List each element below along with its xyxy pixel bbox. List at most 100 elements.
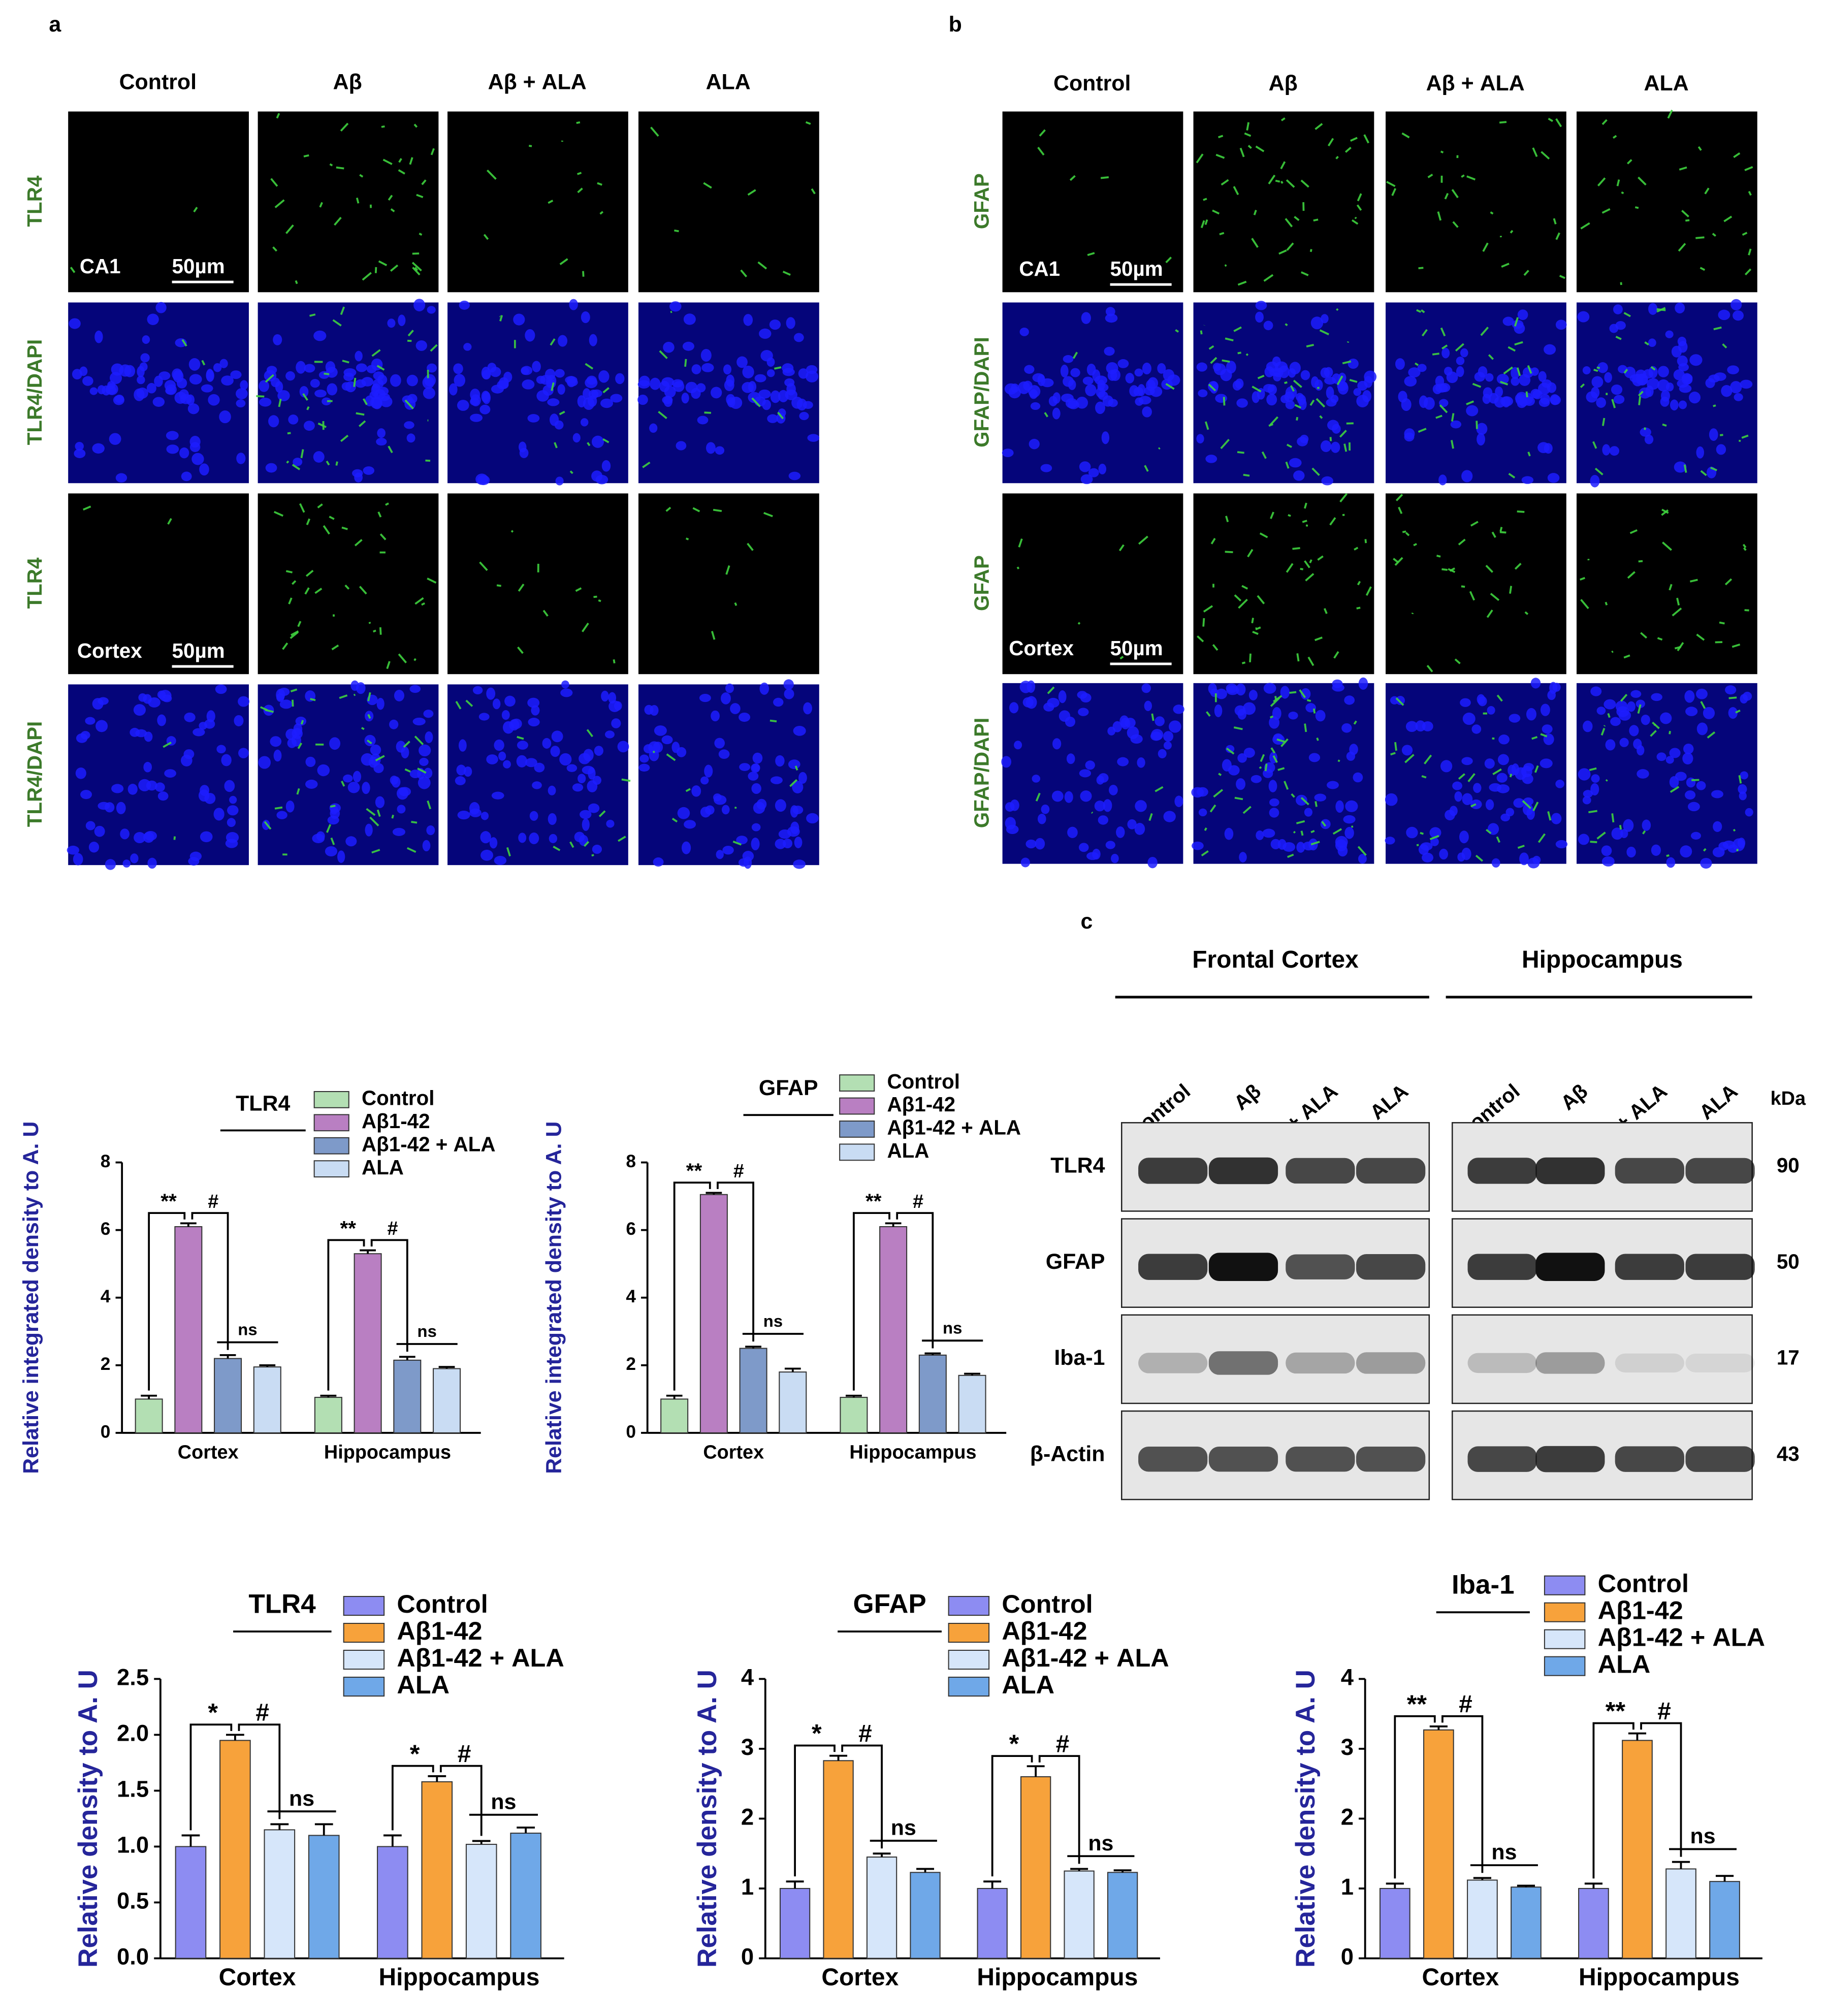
row-label: GFAP/DAPI — [970, 718, 993, 828]
nucleus — [527, 414, 540, 423]
fluorescence-signal — [1444, 193, 1449, 200]
nucleus — [375, 796, 385, 808]
fluorescence-signal — [386, 661, 391, 669]
nucleus — [798, 368, 809, 379]
fluorescence-signal — [274, 806, 283, 810]
nucleus — [392, 827, 405, 836]
fluorescence-signal — [1678, 243, 1686, 252]
nucleus — [767, 414, 779, 423]
nucleus — [1405, 721, 1418, 732]
fluorescence-signal — [299, 503, 305, 513]
fluorescence-signal — [1728, 696, 1737, 699]
nucleus — [1471, 724, 1482, 734]
nucleus — [1300, 688, 1311, 700]
fluorescence-signal — [1679, 166, 1687, 171]
fluorescence-signal — [264, 821, 272, 830]
nucleus — [398, 314, 406, 326]
nucleus — [1645, 386, 1654, 397]
nucleus — [288, 414, 299, 425]
fluorescence-signal — [305, 569, 314, 577]
nucleus — [559, 753, 572, 766]
nucleus — [1027, 680, 1036, 693]
fluorescence-signal — [419, 233, 423, 236]
fluorescence-signal — [1580, 577, 1585, 581]
nucleus — [548, 785, 556, 795]
fluorescence-signal — [1439, 404, 1448, 413]
blot-band — [1467, 1446, 1537, 1472]
fluorescence-signal — [366, 808, 376, 816]
fluorescence-signal — [201, 360, 206, 366]
nucleus — [276, 689, 285, 701]
fluorescence-signal — [1398, 506, 1403, 515]
fluorescence-signal — [1724, 578, 1733, 586]
y-tick-label: 0 — [1341, 1943, 1354, 1969]
nucleus — [1626, 846, 1636, 858]
fluorescence-signal — [276, 113, 280, 119]
fluorescence-signal — [1394, 742, 1397, 751]
nucleus — [532, 781, 542, 789]
nucleus — [751, 838, 760, 851]
significance-label: # — [458, 1741, 471, 1768]
fluorescence-signal — [297, 621, 302, 627]
nucleus — [409, 685, 421, 693]
fluorescence-signal — [599, 211, 604, 215]
nucleus — [1738, 784, 1747, 794]
x-tick-label: Cortex — [703, 1442, 764, 1463]
column-header: Control — [119, 70, 197, 94]
fluorescence-signal — [163, 742, 172, 748]
fluorescence-signal — [777, 411, 784, 420]
fluorescence-signal — [1314, 636, 1323, 642]
nucleus — [1648, 303, 1658, 315]
fluorescence-signal — [1589, 767, 1597, 771]
blot-band — [1208, 1446, 1278, 1472]
nucleus — [325, 846, 338, 857]
nucleus — [155, 302, 167, 313]
nucleus — [1555, 779, 1565, 788]
lane-label: Aβ — [1556, 1079, 1592, 1115]
nucleus — [313, 451, 325, 463]
legend-swatch — [948, 1623, 990, 1643]
bar — [779, 1887, 811, 1959]
nucleus — [134, 832, 146, 844]
nucleus — [463, 343, 472, 351]
legend-swatch — [343, 1596, 385, 1616]
bar — [1423, 1729, 1454, 1959]
fluorescence-signal — [1548, 117, 1553, 122]
bar — [135, 1398, 163, 1433]
nucleus — [1538, 398, 1550, 407]
nucleus — [1596, 707, 1606, 715]
fluorescence-signal — [1458, 773, 1465, 780]
fluorescence-signal — [375, 755, 385, 762]
nucleus — [1549, 682, 1558, 694]
fluorescence-signal — [1522, 800, 1531, 809]
error-bar — [916, 1868, 935, 1873]
fluorescence-signal — [1354, 216, 1357, 219]
nucleus — [1578, 834, 1590, 845]
nucleus — [172, 368, 183, 380]
lane-label: ALA — [1365, 1079, 1413, 1125]
nucleus — [1052, 738, 1062, 750]
nucleus — [1542, 724, 1553, 734]
nucleus — [191, 453, 204, 465]
error-bar — [180, 1222, 197, 1227]
fluorescence-signal — [1204, 219, 1208, 225]
chart-title: TLR4 — [236, 1091, 290, 1115]
bar — [910, 1872, 941, 1959]
nucleus — [206, 369, 214, 382]
fluorescence-signal — [359, 420, 366, 427]
legend-label: ALA — [1002, 1670, 1054, 1699]
fluorescence-signal — [506, 847, 511, 857]
error-bar — [983, 1880, 1002, 1889]
fluorescence-signal — [341, 526, 348, 530]
bar — [660, 1398, 689, 1433]
y-tick-label: 2 — [741, 1804, 754, 1830]
fluorescence-signal — [1300, 179, 1309, 188]
nucleus — [1019, 327, 1029, 336]
fluorescence-signal — [1441, 344, 1448, 350]
nucleus — [601, 690, 609, 702]
nucleus — [1444, 367, 1453, 376]
nucleus — [1335, 800, 1344, 813]
fluorescence-signal — [1405, 532, 1410, 536]
nucleus — [188, 358, 201, 371]
